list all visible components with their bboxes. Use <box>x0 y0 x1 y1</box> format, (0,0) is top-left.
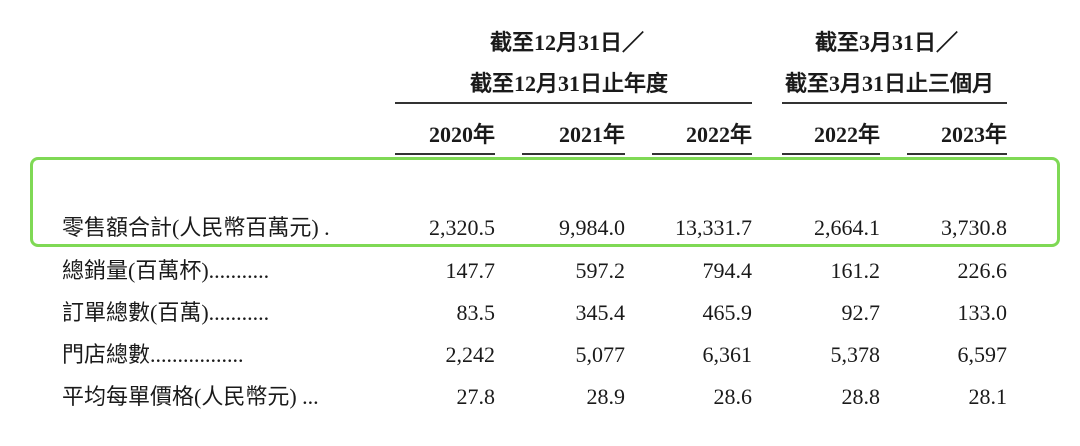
rule <box>395 102 752 104</box>
row-label: 總銷量(百萬杯)........... <box>62 258 270 283</box>
group-header: 截至3月31日／ <box>815 30 959 55</box>
cell-value: 226.6 <box>957 258 1008 283</box>
cell-value: 13,331.7 <box>675 215 752 240</box>
cell-value: 5,077 <box>575 342 626 367</box>
cell-value: 794.4 <box>702 258 753 283</box>
rule <box>522 153 625 155</box>
column-header: 2021年 <box>558 122 625 147</box>
cell-value: 27.8 <box>456 384 496 409</box>
highlight-box <box>30 157 1060 247</box>
group-header: 截至12月31日／ <box>490 30 645 55</box>
rule <box>782 153 880 155</box>
cell-value: 465.9 <box>702 300 753 325</box>
cell-value: 345.4 <box>575 300 626 325</box>
cell-value: 28.6 <box>713 384 753 409</box>
cell-value: 28.8 <box>841 384 881 409</box>
cell-value: 92.7 <box>841 300 881 325</box>
cell-value: 28.9 <box>586 384 626 409</box>
row-label: 門店總數................. <box>62 342 244 367</box>
column-header: 2020年 <box>428 122 495 147</box>
row-label: 平均每單價格(人民幣元) ... <box>62 384 319 409</box>
row-label: 訂單總數(百萬)........... <box>62 300 270 325</box>
cell-value: 9,984.0 <box>559 215 625 240</box>
rule <box>782 102 1007 104</box>
cell-value: 6,361 <box>702 342 753 367</box>
cell-value: 2,664.1 <box>814 215 880 240</box>
cell-value: 5,378 <box>830 342 881 367</box>
cell-value: 147.7 <box>445 258 496 283</box>
column-header: 2022年 <box>813 122 880 147</box>
cell-value: 161.2 <box>830 258 881 283</box>
cell-value: 2,242 <box>445 342 496 367</box>
cell-value: 133.0 <box>957 300 1008 325</box>
rule <box>395 153 495 155</box>
cell-value: 3,730.8 <box>941 215 1007 240</box>
cell-value: 83.5 <box>456 300 496 325</box>
cell-value: 2,320.5 <box>429 215 495 240</box>
rule <box>907 153 1007 155</box>
rule <box>652 153 752 155</box>
row-label: 零售額合計(人民幣百萬元) . <box>62 215 330 240</box>
cell-value: 6,597 <box>957 342 1008 367</box>
cell-value: 597.2 <box>575 258 626 283</box>
cell-value: 28.1 <box>968 384 1008 409</box>
group-header: 截至3月31日止三個月 <box>785 71 995 96</box>
group-header: 截至12月31日止年度 <box>470 71 669 96</box>
column-header: 2022年 <box>685 122 752 147</box>
column-header: 2023年 <box>940 122 1007 147</box>
